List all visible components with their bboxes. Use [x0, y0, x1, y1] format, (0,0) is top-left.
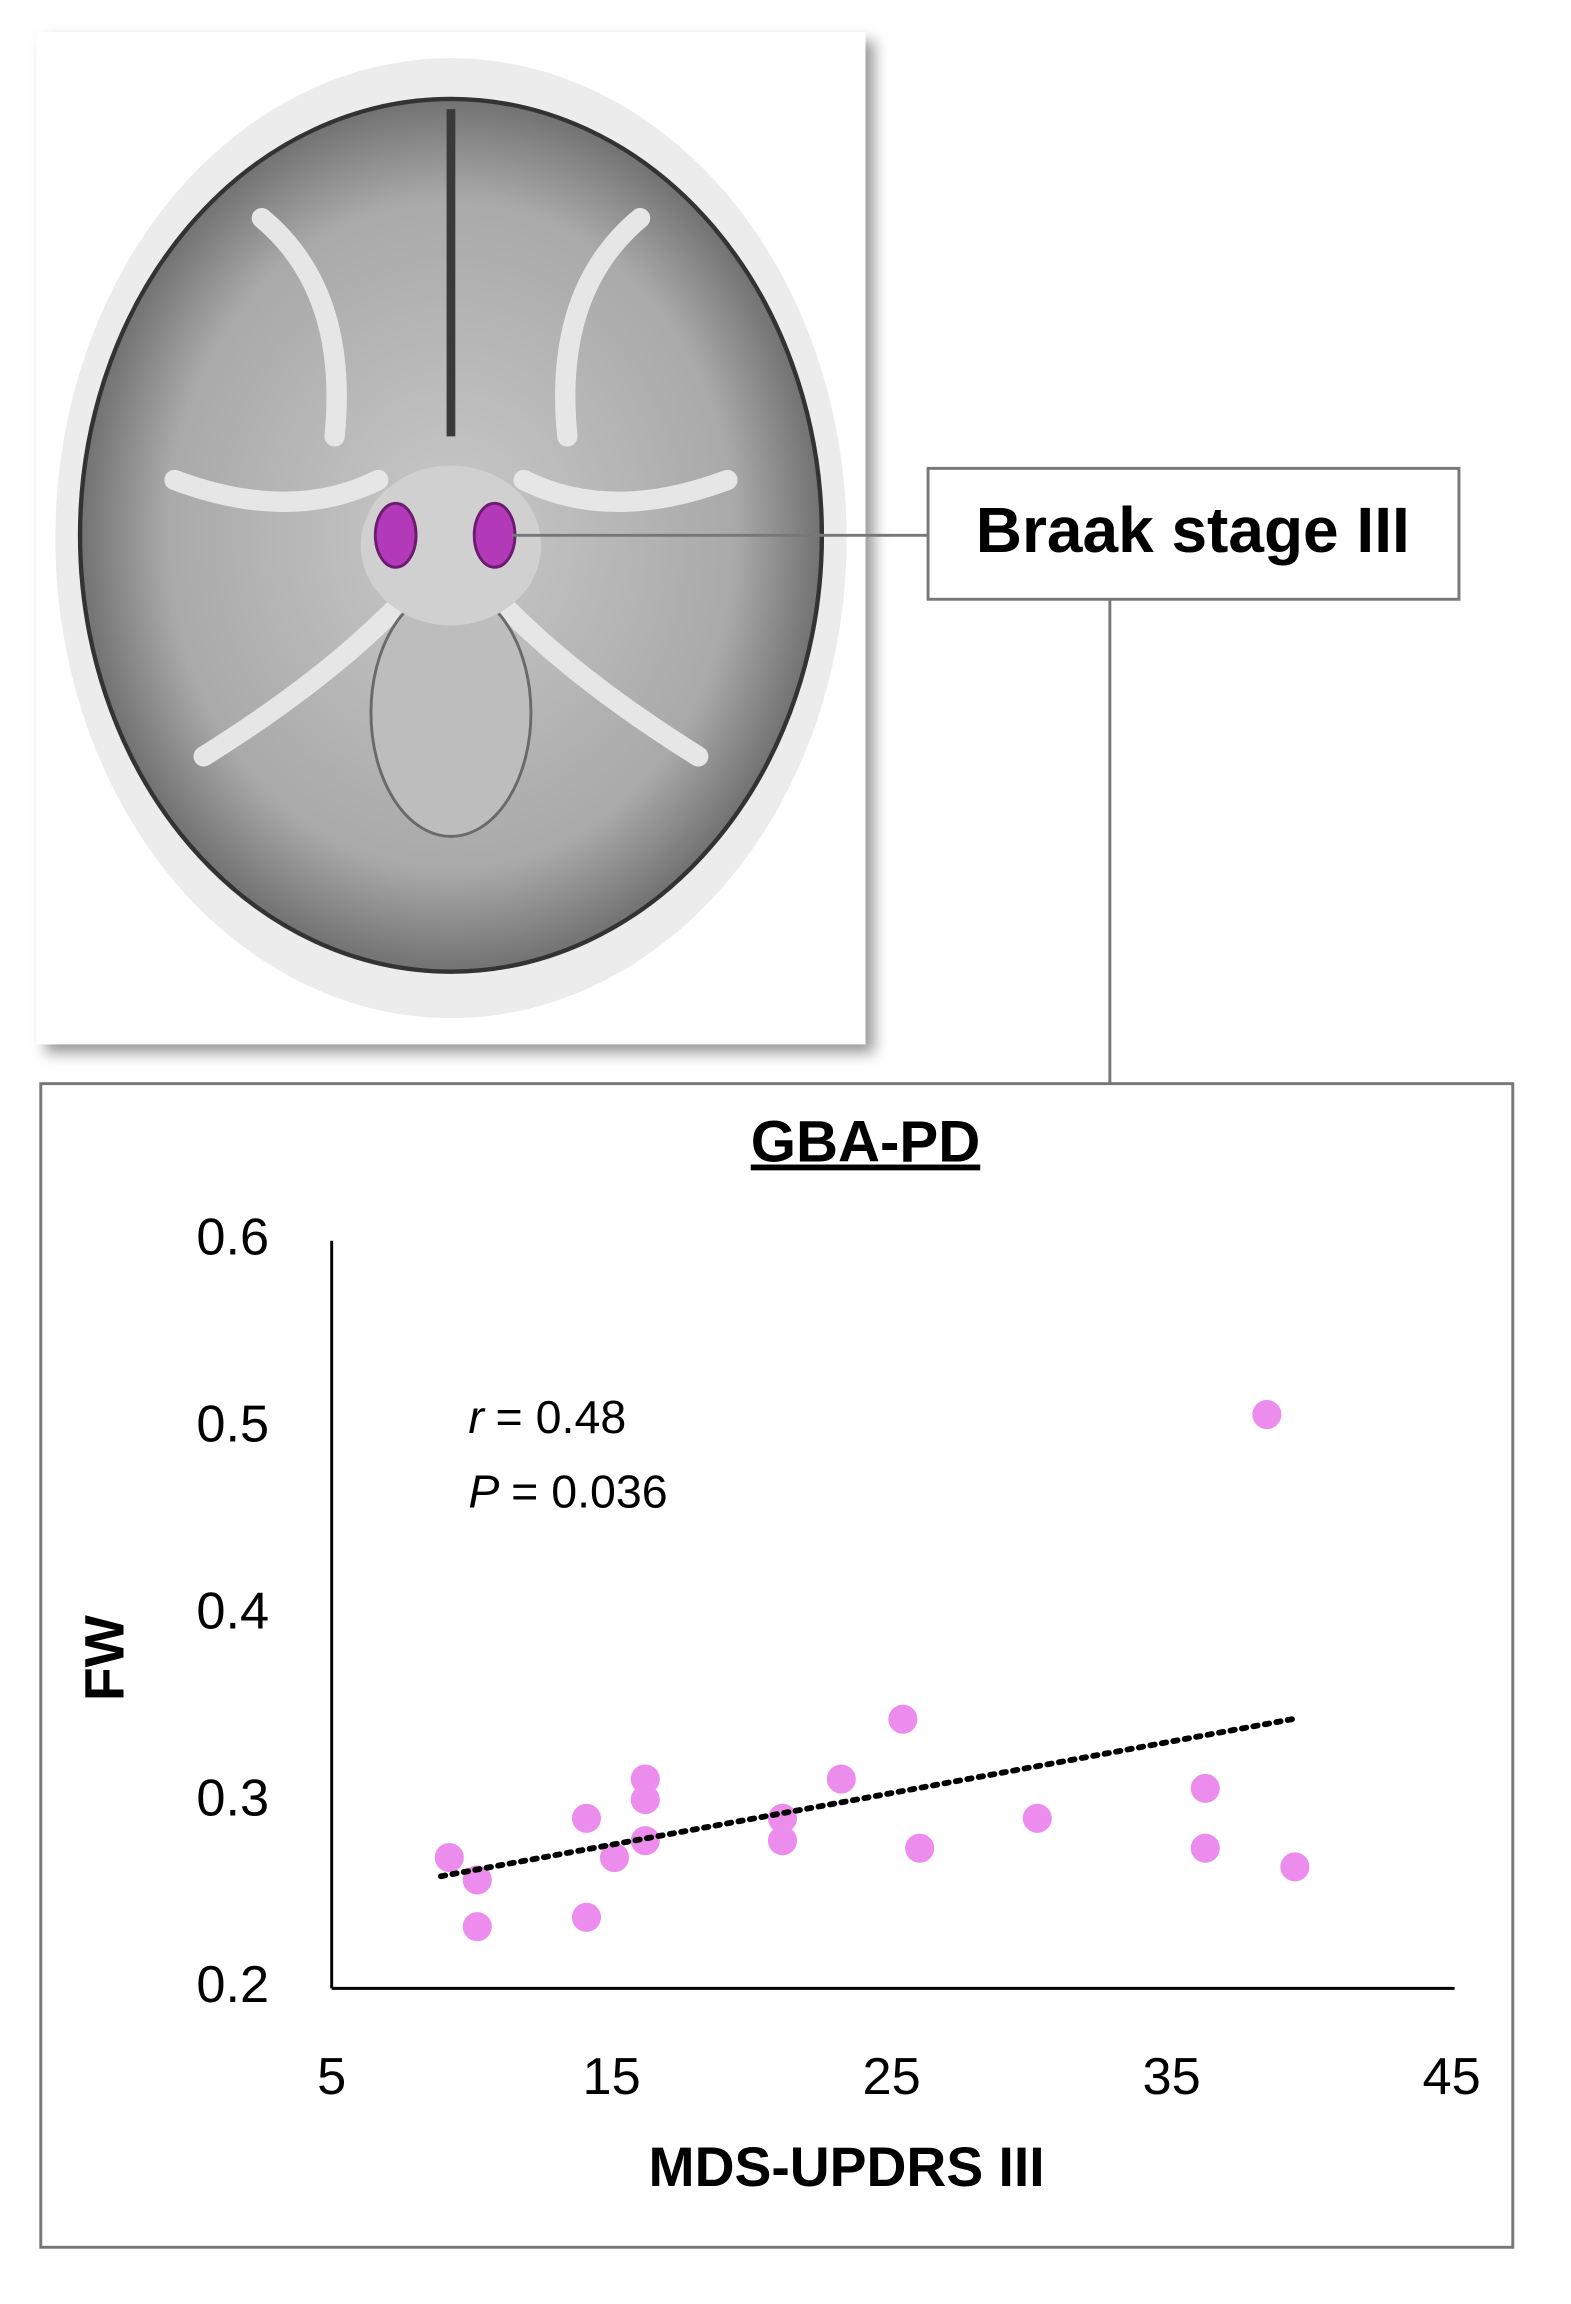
y-tick-label: 0.5 — [196, 1395, 269, 1453]
y-tick-label: 0.3 — [196, 1769, 269, 1827]
cerebellum — [369, 587, 533, 838]
point — [888, 1704, 918, 1734]
y-tick-label: 0.6 — [196, 1209, 269, 1267]
annotation: P = 0.036 — [468, 1466, 667, 1518]
x-tick-label: 45 — [1423, 2048, 1481, 2106]
point — [1022, 1803, 1052, 1833]
point — [630, 1764, 660, 1794]
white-matter — [164, 208, 738, 767]
point — [599, 1842, 630, 1873]
x-axis-title: MDS-UPDRS III — [649, 2136, 1045, 2198]
y-tick-label: 0.2 — [196, 1956, 269, 2014]
point — [826, 1764, 856, 1794]
x-tick-label: 35 — [1143, 2048, 1201, 2106]
region-left — [373, 501, 418, 569]
trendline — [437, 1716, 1295, 1880]
region-label: Braak stage III — [976, 494, 1410, 566]
point — [434, 1842, 464, 1873]
y-axis-title: FW — [74, 1614, 136, 1701]
brain-panel — [36, 32, 866, 1045]
point — [462, 1912, 492, 1942]
region-right — [472, 501, 517, 569]
label-box — [926, 466, 1461, 601]
point — [571, 1803, 602, 1833]
point — [905, 1833, 935, 1863]
annotation-symbol: r — [468, 1391, 486, 1443]
point — [630, 1785, 660, 1815]
chart-title: GBA-PD — [751, 1110, 980, 1175]
point — [1190, 1773, 1220, 1803]
y-tick-label: 0.4 — [196, 1582, 269, 1640]
point — [571, 1902, 602, 1932]
point — [1190, 1833, 1220, 1863]
point — [1280, 1852, 1310, 1882]
point — [630, 1826, 660, 1856]
annotation-text: = 0.48 — [496, 1391, 627, 1443]
point — [1252, 1400, 1282, 1430]
chart-frame — [39, 1082, 1515, 2249]
x-tick-label: 5 — [317, 2048, 346, 2106]
x-tick-label: 15 — [583, 2048, 641, 2106]
annotation: r = 0.48 — [468, 1391, 626, 1443]
point — [767, 1826, 798, 1856]
annotation-text: = 0.036 — [511, 1466, 668, 1518]
annotation-symbol: P — [468, 1466, 499, 1518]
x-tick-label: 25 — [863, 2048, 921, 2106]
